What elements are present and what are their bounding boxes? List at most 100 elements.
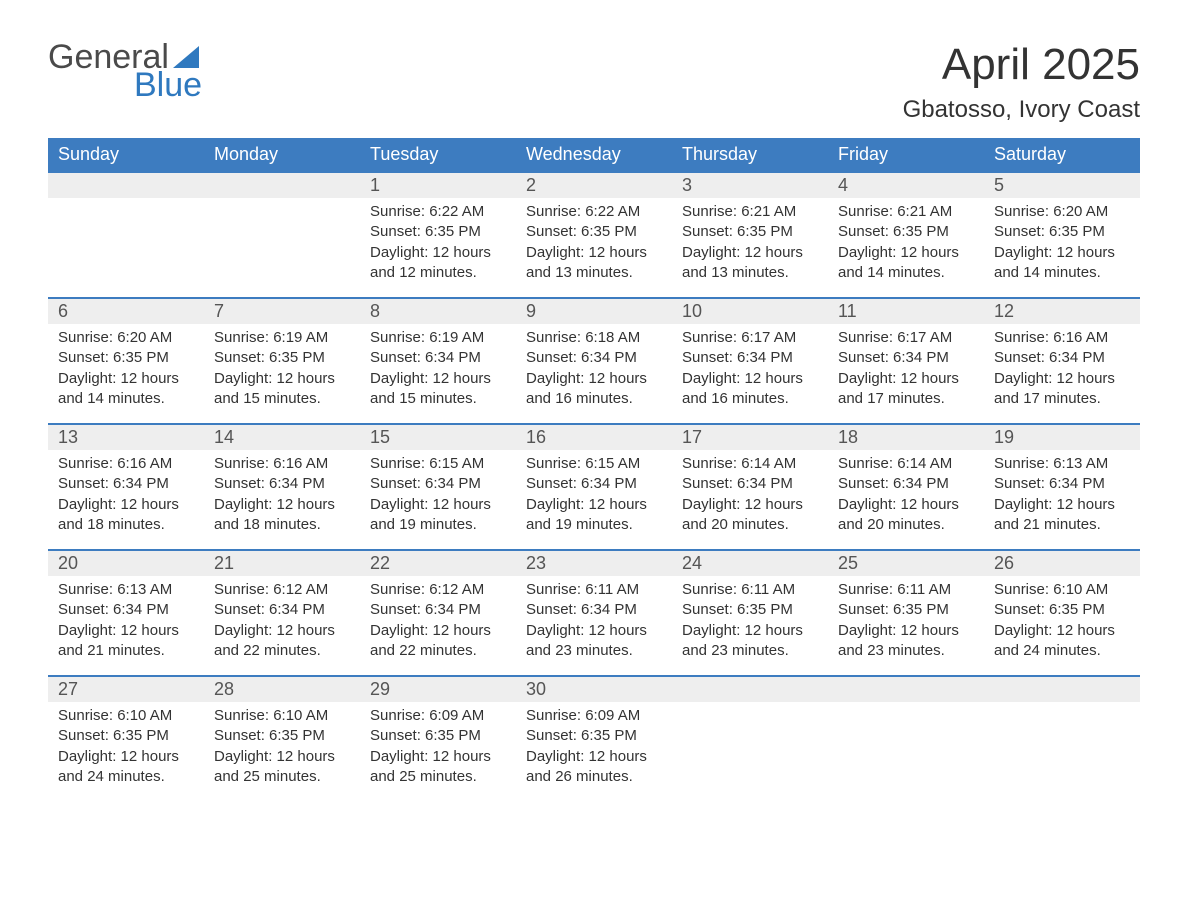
day-number-cell: 19: [984, 425, 1140, 450]
day-body-cell: Sunrise: 6:17 AMSunset: 6:34 PMDaylight:…: [672, 324, 828, 409]
daylight-line: Daylight: 12 hours and 17 minutes.: [838, 369, 974, 410]
sunrise-line: Sunrise: 6:13 AM: [58, 580, 194, 600]
daylight-line: Daylight: 12 hours and 23 minutes.: [838, 621, 974, 662]
location: Gbatosso, Ivory Coast: [903, 96, 1140, 124]
day-body-cell: Sunrise: 6:10 AMSunset: 6:35 PMDaylight:…: [984, 576, 1140, 661]
day-body-row: Sunrise: 6:22 AMSunset: 6:35 PMDaylight:…: [48, 198, 1140, 297]
day-body-cell: Sunrise: 6:11 AMSunset: 6:34 PMDaylight:…: [516, 576, 672, 661]
week-row: 6789101112Sunrise: 6:20 AMSunset: 6:35 P…: [48, 297, 1140, 423]
sunrise-line: Sunrise: 6:15 AM: [526, 454, 662, 474]
sunset-line: Sunset: 6:34 PM: [994, 474, 1130, 494]
day-body-cell: Sunrise: 6:19 AMSunset: 6:34 PMDaylight:…: [360, 324, 516, 409]
day-number-cell: 5: [984, 173, 1140, 198]
day-number-cell: 1: [360, 173, 516, 198]
day-body-cell: Sunrise: 6:14 AMSunset: 6:34 PMDaylight:…: [828, 450, 984, 535]
day-number-cell: 26: [984, 551, 1140, 576]
sunrise-line: Sunrise: 6:22 AM: [526, 202, 662, 222]
day-body-cell: Sunrise: 6:17 AMSunset: 6:34 PMDaylight:…: [828, 324, 984, 409]
sunset-line: Sunset: 6:34 PM: [994, 348, 1130, 368]
daylight-line: Daylight: 12 hours and 22 minutes.: [214, 621, 350, 662]
day-number-row: 13141516171819: [48, 425, 1140, 450]
day-number-cell: 11: [828, 299, 984, 324]
sunset-line: Sunset: 6:35 PM: [214, 726, 350, 746]
day-number-cell: 10: [672, 299, 828, 324]
sunset-line: Sunset: 6:35 PM: [370, 222, 506, 242]
daylight-line: Daylight: 12 hours and 20 minutes.: [682, 495, 818, 536]
day-body-cell: Sunrise: 6:20 AMSunset: 6:35 PMDaylight:…: [984, 198, 1140, 283]
day-number-cell: 20: [48, 551, 204, 576]
day-number-cell: [48, 173, 204, 198]
sunset-line: Sunset: 6:34 PM: [370, 600, 506, 620]
day-number-cell: 30: [516, 677, 672, 702]
day-number-cell: 21: [204, 551, 360, 576]
daylight-line: Daylight: 12 hours and 14 minutes.: [58, 369, 194, 410]
day-number-cell: 13: [48, 425, 204, 450]
sunset-line: Sunset: 6:35 PM: [58, 726, 194, 746]
sunrise-line: Sunrise: 6:10 AM: [58, 706, 194, 726]
sunset-line: Sunset: 6:35 PM: [214, 348, 350, 368]
day-of-week-header: SundayMondayTuesdayWednesdayThursdayFrid…: [48, 138, 1140, 171]
day-number-cell: 4: [828, 173, 984, 198]
sunrise-line: Sunrise: 6:10 AM: [994, 580, 1130, 600]
week-row: 12345Sunrise: 6:22 AMSunset: 6:35 PMDayl…: [48, 171, 1140, 297]
day-number-cell: 14: [204, 425, 360, 450]
day-number-cell: 6: [48, 299, 204, 324]
sunrise-line: Sunrise: 6:20 AM: [58, 328, 194, 348]
day-body-cell: Sunrise: 6:14 AMSunset: 6:34 PMDaylight:…: [672, 450, 828, 535]
day-body-cell: Sunrise: 6:21 AMSunset: 6:35 PMDaylight:…: [672, 198, 828, 283]
week-row: 20212223242526Sunrise: 6:13 AMSunset: 6:…: [48, 549, 1140, 675]
day-number-cell: 22: [360, 551, 516, 576]
daylight-line: Daylight: 12 hours and 18 minutes.: [214, 495, 350, 536]
day-body-cell: Sunrise: 6:16 AMSunset: 6:34 PMDaylight:…: [984, 324, 1140, 409]
daylight-line: Daylight: 12 hours and 24 minutes.: [994, 621, 1130, 662]
day-number-cell: [984, 677, 1140, 702]
sunset-line: Sunset: 6:35 PM: [526, 222, 662, 242]
sunset-line: Sunset: 6:34 PM: [838, 348, 974, 368]
daylight-line: Daylight: 12 hours and 23 minutes.: [682, 621, 818, 662]
weeks-container: 12345Sunrise: 6:22 AMSunset: 6:35 PMDayl…: [48, 171, 1140, 801]
sunset-line: Sunset: 6:35 PM: [838, 600, 974, 620]
day-number-cell: 2: [516, 173, 672, 198]
sunset-line: Sunset: 6:35 PM: [682, 600, 818, 620]
sunset-line: Sunset: 6:35 PM: [994, 600, 1130, 620]
daylight-line: Daylight: 12 hours and 21 minutes.: [994, 495, 1130, 536]
daylight-line: Daylight: 12 hours and 13 minutes.: [682, 243, 818, 284]
day-body-cell: Sunrise: 6:16 AMSunset: 6:34 PMDaylight:…: [48, 450, 204, 535]
daylight-line: Daylight: 12 hours and 15 minutes.: [370, 369, 506, 410]
day-body-cell: Sunrise: 6:22 AMSunset: 6:35 PMDaylight:…: [516, 198, 672, 283]
day-body-cell: Sunrise: 6:19 AMSunset: 6:35 PMDaylight:…: [204, 324, 360, 409]
sunset-line: Sunset: 6:34 PM: [526, 474, 662, 494]
sunrise-line: Sunrise: 6:18 AM: [526, 328, 662, 348]
dow-cell: Tuesday: [360, 138, 516, 171]
month-title: April 2025: [903, 40, 1140, 90]
dow-cell: Sunday: [48, 138, 204, 171]
day-number-cell: 3: [672, 173, 828, 198]
day-body-cell: Sunrise: 6:15 AMSunset: 6:34 PMDaylight:…: [516, 450, 672, 535]
week-row: 13141516171819Sunrise: 6:16 AMSunset: 6:…: [48, 423, 1140, 549]
day-body-cell: [672, 702, 828, 787]
day-body-cell: Sunrise: 6:09 AMSunset: 6:35 PMDaylight:…: [360, 702, 516, 787]
day-number-cell: 25: [828, 551, 984, 576]
day-number-cell: 8: [360, 299, 516, 324]
sunset-line: Sunset: 6:34 PM: [526, 348, 662, 368]
day-body-row: Sunrise: 6:10 AMSunset: 6:35 PMDaylight:…: [48, 702, 1140, 801]
daylight-line: Daylight: 12 hours and 15 minutes.: [214, 369, 350, 410]
day-body-cell: Sunrise: 6:20 AMSunset: 6:35 PMDaylight:…: [48, 324, 204, 409]
sunset-line: Sunset: 6:34 PM: [526, 600, 662, 620]
header: General Blue April 2025 Gbatosso, Ivory …: [48, 40, 1140, 124]
daylight-line: Daylight: 12 hours and 14 minutes.: [838, 243, 974, 284]
daylight-line: Daylight: 12 hours and 14 minutes.: [994, 243, 1130, 284]
sunrise-line: Sunrise: 6:11 AM: [838, 580, 974, 600]
day-body-cell: [48, 198, 204, 283]
day-number-cell: [828, 677, 984, 702]
daylight-line: Daylight: 12 hours and 23 minutes.: [526, 621, 662, 662]
day-body-cell: Sunrise: 6:12 AMSunset: 6:34 PMDaylight:…: [204, 576, 360, 661]
day-body-cell: Sunrise: 6:09 AMSunset: 6:35 PMDaylight:…: [516, 702, 672, 787]
sunrise-line: Sunrise: 6:17 AM: [682, 328, 818, 348]
sunrise-line: Sunrise: 6:10 AM: [214, 706, 350, 726]
day-body-cell: Sunrise: 6:11 AMSunset: 6:35 PMDaylight:…: [672, 576, 828, 661]
sunset-line: Sunset: 6:34 PM: [838, 474, 974, 494]
sunrise-line: Sunrise: 6:11 AM: [682, 580, 818, 600]
daylight-line: Daylight: 12 hours and 19 minutes.: [370, 495, 506, 536]
daylight-line: Daylight: 12 hours and 21 minutes.: [58, 621, 194, 662]
